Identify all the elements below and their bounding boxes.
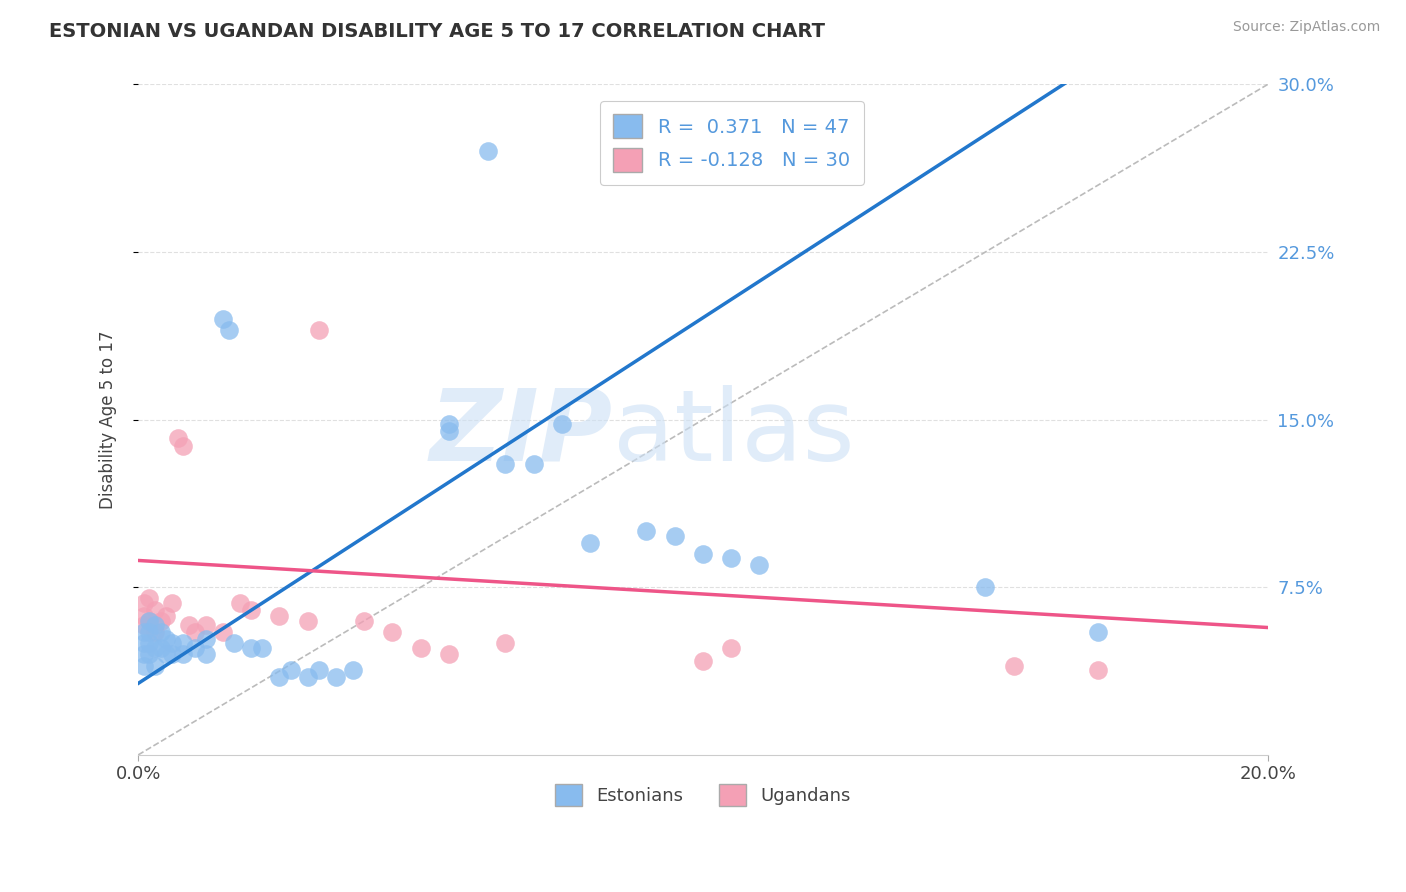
Point <box>183 625 205 640</box>
Point <box>194 632 217 646</box>
Text: atlas: atlas <box>613 384 855 482</box>
Point <box>194 648 217 662</box>
Point <box>149 625 172 640</box>
Point <box>172 440 194 454</box>
Point <box>143 618 166 632</box>
Point <box>155 632 177 646</box>
Point <box>240 602 263 616</box>
Point <box>437 417 460 431</box>
Point <box>692 654 714 668</box>
Point <box>229 596 252 610</box>
Point <box>172 648 194 662</box>
Point <box>308 323 330 337</box>
Point <box>132 596 155 610</box>
Point <box>720 640 742 655</box>
Point <box>177 618 200 632</box>
Point <box>166 431 188 445</box>
Point <box>269 609 291 624</box>
Point <box>155 648 177 662</box>
Point <box>172 636 194 650</box>
Point <box>252 640 274 655</box>
Point <box>409 640 432 655</box>
Point <box>720 551 742 566</box>
Point <box>138 625 160 640</box>
Point <box>149 614 172 628</box>
Point <box>143 602 166 616</box>
Point <box>477 145 499 159</box>
Point <box>138 591 160 606</box>
Point <box>636 524 658 539</box>
Point <box>138 614 160 628</box>
Point <box>664 529 686 543</box>
Text: ZIP: ZIP <box>430 384 613 482</box>
Point <box>149 640 172 655</box>
Point <box>194 618 217 632</box>
Point <box>748 558 770 572</box>
Point <box>160 636 183 650</box>
Point <box>353 614 375 628</box>
Point <box>132 648 155 662</box>
Point <box>974 580 997 594</box>
Point <box>494 458 516 472</box>
Point <box>160 648 183 662</box>
Point <box>143 640 166 655</box>
Point <box>1002 658 1025 673</box>
Point <box>212 312 235 326</box>
Point <box>132 618 155 632</box>
Point <box>138 614 160 628</box>
Point <box>138 636 160 650</box>
Point <box>297 614 319 628</box>
Point <box>138 648 160 662</box>
Point <box>218 323 240 337</box>
Point <box>132 625 155 640</box>
Point <box>308 663 330 677</box>
Point <box>325 670 347 684</box>
Point <box>297 670 319 684</box>
Point <box>551 417 574 431</box>
Point <box>579 535 602 549</box>
Point <box>212 625 235 640</box>
Point <box>143 658 166 673</box>
Point <box>183 640 205 655</box>
Point <box>224 636 246 650</box>
Point <box>160 596 183 610</box>
Point <box>342 663 364 677</box>
Point <box>437 424 460 438</box>
Point <box>280 663 302 677</box>
Point <box>1087 625 1109 640</box>
Point <box>692 547 714 561</box>
Point <box>437 648 460 662</box>
Y-axis label: Disability Age 5 to 17: Disability Age 5 to 17 <box>100 330 117 509</box>
Point <box>132 609 155 624</box>
Point <box>132 636 155 650</box>
Point <box>381 625 404 640</box>
Text: Source: ZipAtlas.com: Source: ZipAtlas.com <box>1233 20 1381 34</box>
Point <box>1087 663 1109 677</box>
Point <box>155 609 177 624</box>
Legend: Estonians, Ugandans: Estonians, Ugandans <box>547 776 859 813</box>
Point <box>143 625 166 640</box>
Point <box>494 636 516 650</box>
Point <box>240 640 263 655</box>
Text: ESTONIAN VS UGANDAN DISABILITY AGE 5 TO 17 CORRELATION CHART: ESTONIAN VS UGANDAN DISABILITY AGE 5 TO … <box>49 22 825 41</box>
Point <box>269 670 291 684</box>
Point <box>522 458 544 472</box>
Point <box>132 658 155 673</box>
